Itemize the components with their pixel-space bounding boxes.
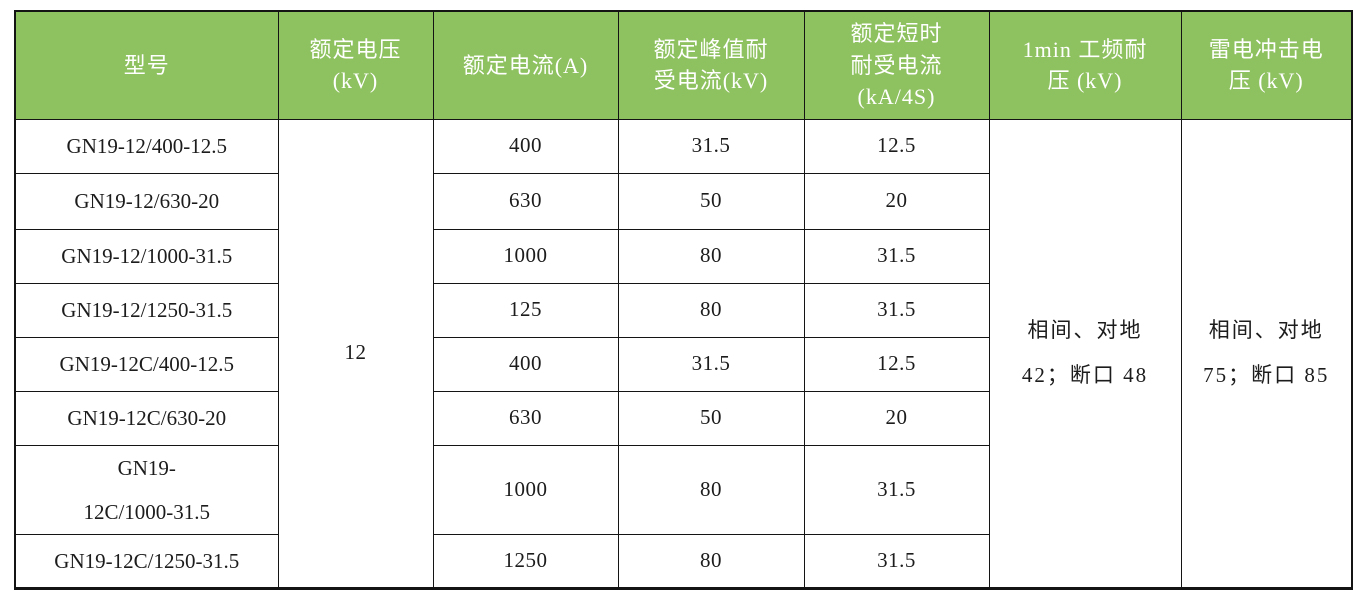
cell-lightning-impulse: 相间、对地 75；断口 85 (1180, 118, 1353, 589)
col-header-rated-current: 额定电流(A) (432, 10, 619, 120)
col-header-model: 型号 (14, 10, 279, 120)
cell-model: GN19-12/400-12.5 (14, 118, 279, 174)
table-row: GN19-12/1250-31.5 125 80 31.5 (14, 282, 1352, 338)
table-row: GN19- 12C/1000-31.5 1000 80 31.5 (14, 444, 1352, 535)
table-row: GN19-12/630-20 630 50 20 (14, 172, 1352, 230)
cell-peak-current: 50 (617, 390, 805, 446)
cell-rated-current: 400 (432, 118, 619, 174)
cell-short-time-current: 20 (803, 390, 990, 446)
col-header-lightning-impulse: 雷电冲击电 压 (kV) (1180, 10, 1353, 120)
cell-power-frequency-withstand: 相间、对地 42；断口 48 (988, 118, 1182, 589)
cell-short-time-current: 12.5 (803, 118, 990, 174)
cell-peak-current: 80 (617, 533, 805, 589)
cell-model: GN19-12/630-20 (14, 172, 279, 230)
spec-table: 型号 额定电压 (kV) 额定电流(A) 额定峰值耐 受电流(kV) 额定短时 … (14, 10, 1353, 590)
cell-peak-current: 80 (617, 282, 805, 338)
cell-short-time-current: 31.5 (803, 444, 990, 535)
cell-peak-current: 50 (617, 172, 805, 230)
cell-peak-current: 80 (617, 228, 805, 284)
col-header-short-time-current: 额定短时 耐受电流 (kA/4S) (803, 10, 990, 120)
col-header-power-frequency-withstand: 1min 工频耐 压 (kV) (988, 10, 1182, 120)
cell-peak-current: 31.5 (617, 336, 805, 392)
cell-model: GN19-12/1250-31.5 (14, 282, 279, 338)
cell-rated-current: 400 (432, 336, 619, 392)
cell-model: GN19- 12C/1000-31.5 (14, 444, 279, 535)
cell-rated-current: 1000 (432, 444, 619, 535)
cell-rated-current: 1250 (432, 533, 619, 589)
cell-model: GN19-12/1000-31.5 (14, 228, 279, 284)
cell-peak-current: 80 (617, 444, 805, 535)
table-row: GN19-12/1000-31.5 1000 80 31.5 (14, 228, 1352, 284)
cell-rated-voltage: 12 (277, 118, 434, 589)
cell-short-time-current: 31.5 (803, 228, 990, 284)
cell-model: GN19-12C/630-20 (14, 390, 279, 446)
cell-model: GN19-12C/1250-31.5 (14, 533, 279, 589)
table-row: GN19-12C/1250-31.5 1250 80 31.5 (14, 533, 1352, 589)
cell-rated-current: 630 (432, 172, 619, 230)
cell-peak-current: 31.5 (617, 118, 805, 174)
col-header-peak-withstand-current: 额定峰值耐 受电流(kV) (617, 10, 805, 120)
cell-short-time-current: 20 (803, 172, 990, 230)
cell-short-time-current: 12.5 (803, 336, 990, 392)
header-row: 型号 额定电压 (kV) 额定电流(A) 额定峰值耐 受电流(kV) 额定短时 … (14, 10, 1353, 120)
table-row: GN19-12C/630-20 630 50 20 (14, 390, 1352, 446)
cell-rated-current: 125 (432, 282, 619, 338)
cell-rated-current: 630 (432, 390, 619, 446)
cell-short-time-current: 31.5 (803, 533, 990, 589)
cell-short-time-current: 31.5 (803, 282, 990, 338)
cell-model: GN19-12C/400-12.5 (14, 336, 279, 392)
col-header-rated-voltage: 额定电压 (kV) (277, 10, 434, 120)
table-row: GN19-12/400-12.5 12 400 31.5 12.5 相间、对地 … (14, 118, 1353, 589)
cell-rated-current: 1000 (432, 228, 619, 284)
